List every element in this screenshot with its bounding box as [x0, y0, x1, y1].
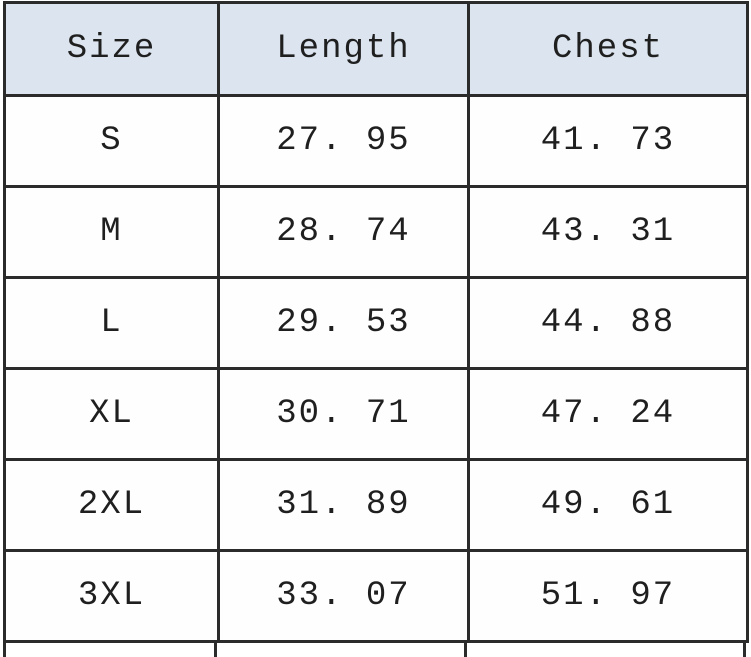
column-header-length: Length: [217, 1, 470, 97]
size-cell: XL: [3, 367, 220, 461]
cropped-row-border-left: [3, 640, 6, 657]
table-row: M 28. 74 43. 31: [3, 185, 749, 279]
length-cell: 27. 95: [217, 94, 470, 188]
table-row: 2XL 31. 89 49. 61: [3, 458, 749, 552]
size-cell: M: [3, 185, 220, 279]
header-row: Size Length Chest: [3, 1, 749, 97]
chest-cell: 49. 61: [467, 458, 749, 552]
chest-cell: 51. 97: [467, 549, 749, 643]
size-cell: 2XL: [3, 458, 220, 552]
size-cell: S: [3, 94, 220, 188]
column-header-size: Size: [3, 1, 220, 97]
cropped-row-border-right: [743, 640, 746, 657]
length-cell: 30. 71: [217, 367, 470, 461]
chest-cell: 44. 88: [467, 276, 749, 370]
size-cell: 3XL: [3, 549, 220, 643]
table-row: 3XL 33. 07 51. 97: [3, 549, 749, 643]
table-row: L 29. 53 44. 88: [3, 276, 749, 370]
column-header-chest: Chest: [467, 1, 749, 97]
size-cell: L: [3, 276, 220, 370]
chest-cell: 43. 31: [467, 185, 749, 279]
length-cell: 31. 89: [217, 458, 470, 552]
table-row: S 27. 95 41. 73: [3, 94, 749, 188]
length-cell: 28. 74: [217, 185, 470, 279]
length-cell: 29. 53: [217, 276, 470, 370]
size-chart-table: Size Length Chest S 27. 95 41. 73 M 28. …: [3, 1, 749, 643]
chest-cell: 41. 73: [467, 94, 749, 188]
length-cell: 33. 07: [217, 549, 470, 643]
cropped-row-border-col2: [464, 640, 467, 657]
table-row: XL 30. 71 47. 24: [3, 367, 749, 461]
cropped-row-border-col1: [214, 640, 217, 657]
chest-cell: 47. 24: [467, 367, 749, 461]
